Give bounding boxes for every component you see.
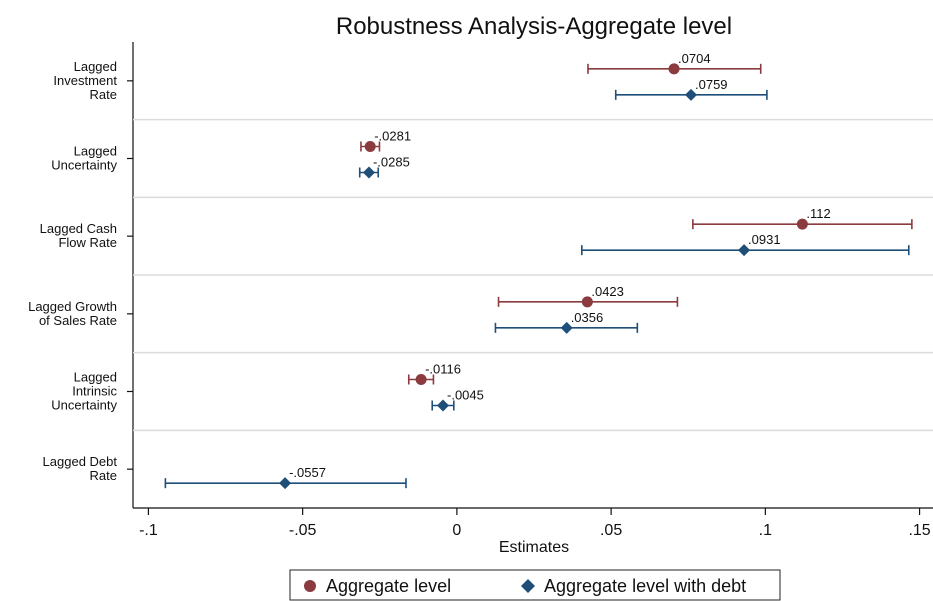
category-label: Rate — [90, 87, 117, 102]
x-tick-label: .15 — [908, 522, 930, 539]
legend-marker-circle — [304, 580, 316, 592]
legend: Aggregate level Aggregate level with debt — [289, 569, 781, 601]
data-label: -.0281 — [374, 129, 411, 144]
x-tick-label: -.05 — [289, 522, 317, 539]
data-label: -.0557 — [289, 465, 326, 480]
legend-label: Aggregate level — [326, 576, 451, 596]
x-tick-label: 0 — [452, 522, 461, 539]
data-label: .112 — [806, 206, 830, 221]
data-label: .0759 — [695, 77, 728, 92]
point-marker-diamond — [738, 244, 751, 257]
legend-box — [289, 569, 781, 601]
legend-marker-diamond — [521, 579, 535, 593]
category-label: Rate — [90, 468, 117, 483]
category-label: Uncertainty — [51, 398, 117, 413]
category-label: Investment — [53, 73, 117, 88]
data-label: -.0045 — [447, 388, 484, 403]
x-axis-label: Estimates — [499, 539, 569, 556]
category-label: Flow Rate — [58, 235, 117, 250]
point-marker-diamond — [362, 166, 375, 179]
category-label: Lagged Debt — [43, 454, 118, 469]
category-label: Lagged — [74, 59, 117, 74]
point-marker-diamond — [437, 399, 450, 412]
category-label: Lagged — [74, 144, 117, 159]
point-marker-circle — [668, 63, 680, 75]
data-label: .0931 — [748, 232, 781, 247]
point-marker-diamond — [279, 477, 292, 490]
category-label: Lagged Cash — [40, 221, 117, 236]
category-label: Uncertainty — [51, 158, 117, 173]
category-label: Lagged Growth — [28, 299, 117, 314]
point-marker-circle — [415, 374, 427, 385]
data-label: -.0116 — [425, 362, 461, 377]
point-marker-circle — [364, 141, 376, 152]
category-label: of Sales Rate — [39, 313, 117, 328]
point-marker-diamond — [685, 88, 698, 101]
data-label: .0423 — [591, 284, 624, 299]
legend-label: Aggregate level with debt — [544, 576, 746, 596]
data-label: .0704 — [678, 51, 711, 66]
x-tick-label: -.1 — [139, 522, 158, 539]
data-label: .0356 — [571, 310, 604, 325]
x-tick-label: .1 — [759, 522, 772, 539]
point-marker-diamond — [560, 321, 573, 334]
plot-area: -.1 -.05 0.05.1.15LaggedInvestmentRateLagg… — [28, 42, 933, 539]
data-label: -.0285 — [373, 155, 410, 170]
point-marker-circle — [796, 218, 808, 230]
x-tick-label: .05 — [600, 522, 622, 539]
category-label: Lagged — [74, 370, 117, 385]
chart-title: Robustness Analysis-Aggregate level — [336, 13, 732, 40]
point-marker-circle — [581, 296, 593, 308]
category-label: Intrinsic — [72, 384, 117, 399]
